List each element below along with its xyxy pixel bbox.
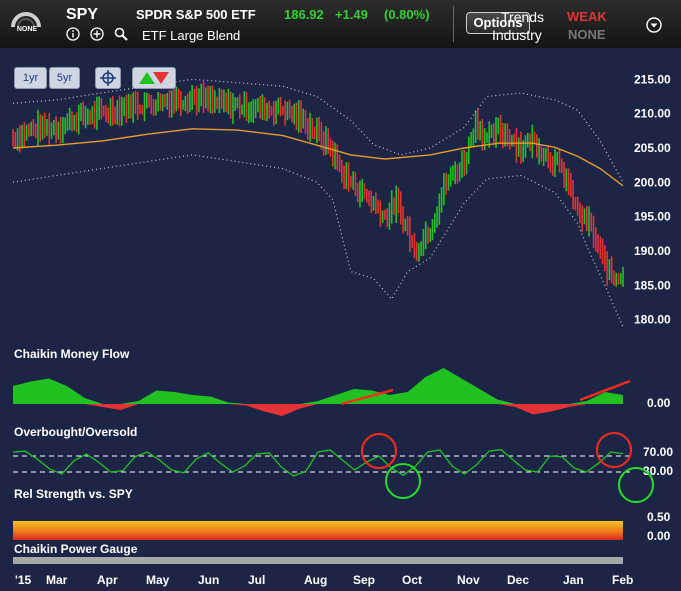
oversold-annotation-circle xyxy=(618,467,654,503)
price-axis-tick-0: 215.00 xyxy=(634,72,671,86)
range-1yr-button[interactable]: 1yr xyxy=(14,67,47,89)
overbought-annotation-circle xyxy=(361,433,397,469)
money-flow-axis-tick: 0.00 xyxy=(647,396,671,410)
date-axis-tick-2: Apr xyxy=(97,573,118,587)
trends-label: Trends xyxy=(501,9,545,25)
crosshair-icon xyxy=(100,70,116,86)
upper-band-line xyxy=(12,78,624,183)
gauge-rating-label: NONE xyxy=(16,26,38,33)
price-axis-tick-1: 210.00 xyxy=(634,107,671,121)
range-5yr-button[interactable]: 5yr xyxy=(49,67,80,89)
ticker-symbol: SPY xyxy=(66,6,99,23)
industry-status: NONE xyxy=(568,27,606,42)
overbought-oversold-label: Overbought/Oversold xyxy=(14,425,138,439)
date-axis-tick-1: Mar xyxy=(46,573,68,587)
signal-arrows-icon xyxy=(139,72,169,84)
rel-strength-label: Rel Strength vs. SPY xyxy=(14,487,133,501)
industry-label: Industry xyxy=(492,27,542,43)
company-name: SPDR S&P 500 ETF xyxy=(136,7,256,22)
price-axis-tick-4: 195.00 xyxy=(634,210,671,224)
date-axis-tick-9: Nov xyxy=(457,573,480,587)
oversold-annotation-circle xyxy=(385,463,421,499)
price-axis-tick-2: 205.00 xyxy=(634,141,671,155)
oscillator-tick-30: 30.00 xyxy=(643,464,673,478)
rel-strength-tick-low: 0.00 xyxy=(647,529,671,543)
divergence-annotation xyxy=(340,388,394,406)
header-divider xyxy=(453,6,454,42)
crosshair-button[interactable] xyxy=(95,67,121,89)
money-flow-label: Chaikin Money Flow xyxy=(14,347,130,361)
date-axis-tick-6: Aug xyxy=(304,573,327,587)
date-axis-tick-7: Sep xyxy=(353,573,375,587)
oscillator-tick-70: 70.00 xyxy=(643,445,673,459)
lower-band-line xyxy=(12,154,624,327)
price-axis-tick-3: 200.00 xyxy=(634,175,671,189)
money-flow-negative-area xyxy=(13,404,623,416)
price-axis-tick-6: 185.00 xyxy=(634,278,671,292)
options-button[interactable]: Options xyxy=(466,12,530,34)
price-axis-tick-7: 180.00 xyxy=(634,313,671,327)
rel-strength-bar xyxy=(13,521,623,540)
info-icon[interactable] xyxy=(66,27,80,41)
date-axis-tick-11: Jan xyxy=(563,573,584,587)
date-axis-tick-12: Feb xyxy=(612,573,633,587)
power-gauge-icon[interactable] xyxy=(10,6,42,38)
moving-average-line xyxy=(12,128,624,187)
rel-strength-tick-high: 0.50 xyxy=(647,510,671,524)
date-axis-tick-8: Oct xyxy=(402,573,422,587)
date-axis-tick-4: Jun xyxy=(198,573,219,587)
add-icon[interactable] xyxy=(90,27,104,41)
overbought-annotation-circle xyxy=(596,432,632,468)
price-axis-tick-5: 190.00 xyxy=(634,244,671,258)
chevron-down-icon[interactable] xyxy=(646,17,662,33)
date-axis-tick-10: Dec xyxy=(507,573,529,587)
last-price: 186.92 xyxy=(284,7,324,22)
power-gauge-bar xyxy=(13,557,623,564)
date-axis-tick-5: Jul xyxy=(248,573,265,587)
date-axis-tick-0: '15 xyxy=(15,573,32,587)
etf-category: ETF Large Blend xyxy=(142,28,241,43)
divergence-annotation xyxy=(579,379,631,402)
price-change: +1.49 xyxy=(335,7,368,22)
price-change-percent: (0.80%) xyxy=(384,7,430,22)
header-bar: NONE SPY SPDR S&P 500 ETF 186.92 +1.49 (… xyxy=(0,0,681,48)
trend-status: WEAK xyxy=(567,9,607,24)
power-gauge-label: Chaikin Power Gauge xyxy=(14,542,138,556)
signals-button[interactable] xyxy=(132,67,176,89)
oscillator-line xyxy=(12,448,624,477)
date-axis-tick-3: May xyxy=(146,573,170,587)
money-flow-positive-area xyxy=(13,368,623,404)
search-icon[interactable] xyxy=(114,27,128,41)
